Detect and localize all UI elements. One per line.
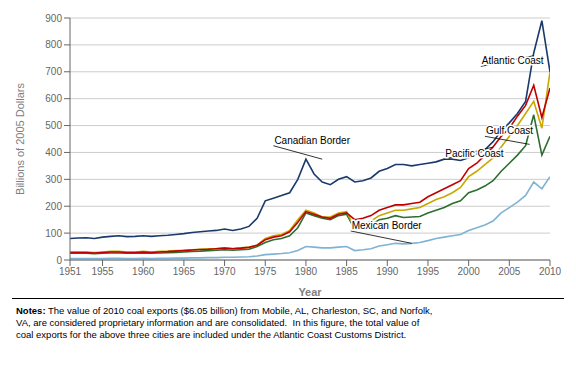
svg-text:1960: 1960	[132, 266, 155, 277]
svg-text:0: 0	[56, 255, 62, 266]
svg-text:2005: 2005	[498, 266, 521, 277]
svg-text:200: 200	[45, 201, 62, 212]
svg-text:1995: 1995	[417, 266, 440, 277]
svg-text:1985: 1985	[335, 266, 358, 277]
svg-text:Canadian Border: Canadian Border	[274, 135, 350, 146]
svg-text:Mexican Border: Mexican Border	[352, 220, 423, 231]
svg-text:1951: 1951	[59, 266, 82, 277]
svg-text:Billions of 2005 Dollars: Billions of 2005 Dollars	[14, 83, 26, 195]
svg-text:Pacific Coast: Pacific Coast	[445, 148, 504, 159]
svg-text:2000: 2000	[458, 266, 481, 277]
svg-text:800: 800	[45, 39, 62, 50]
svg-text:100: 100	[45, 228, 62, 239]
html-text:Notes: The value of 2010 coal: Notes: The value of 2010 coal exports ($…	[16, 305, 433, 340]
svg-text:2010: 2010	[539, 266, 562, 277]
svg-text:500: 500	[45, 120, 62, 131]
svg-text:600: 600	[45, 93, 62, 104]
svg-text:Atlantic Coast: Atlantic Coast	[482, 55, 544, 66]
svg-text:Gulf Coast: Gulf Coast	[486, 125, 533, 136]
svg-text:1990: 1990	[376, 266, 399, 277]
svg-text:900: 900	[45, 13, 62, 24]
svg-text:700: 700	[45, 66, 62, 77]
svg-text:400: 400	[45, 147, 62, 158]
svg-text:300: 300	[45, 174, 62, 185]
svg-text:Year: Year	[298, 286, 322, 296]
svg-text:1970: 1970	[213, 266, 236, 277]
svg-text:1975: 1975	[254, 266, 277, 277]
svg-text:1980: 1980	[295, 266, 318, 277]
svg-text:1965: 1965	[173, 266, 196, 277]
svg-text:1955: 1955	[91, 266, 114, 277]
